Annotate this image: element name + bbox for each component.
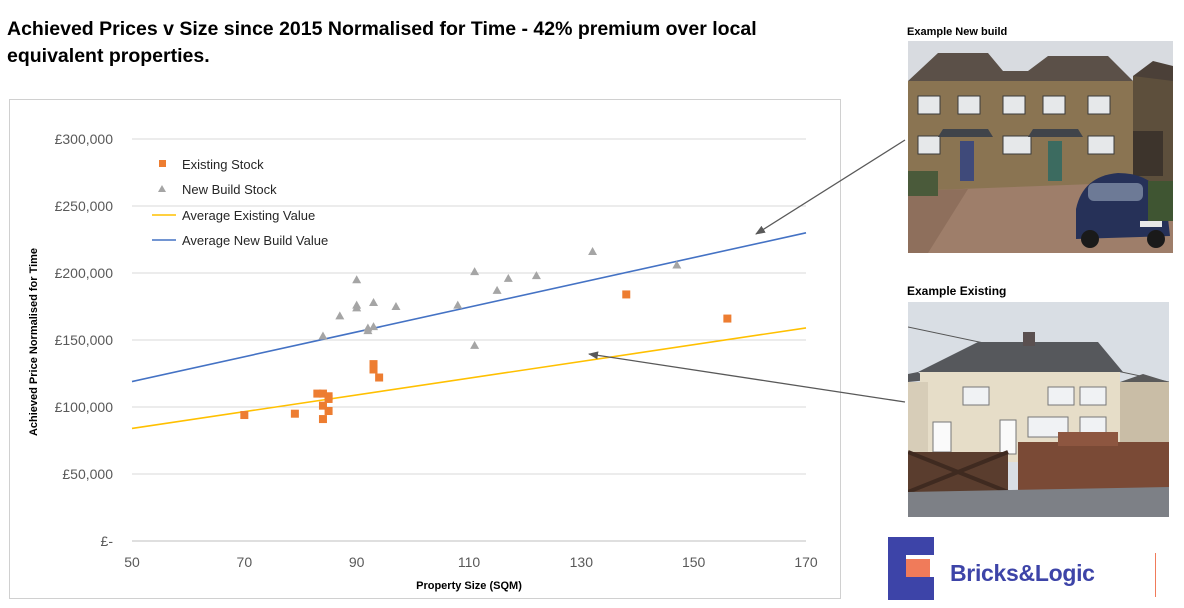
y-tick-label: £100,000 xyxy=(55,399,114,415)
newbuild-house-photo xyxy=(908,41,1173,253)
gridlines xyxy=(132,138,806,542)
new-build-point xyxy=(352,275,362,284)
existing-stock-point xyxy=(318,401,327,410)
scatter-chart: £- £50,000 £100,000 £150,000 £200,000 £250,00… xyxy=(28,131,818,592)
axes: £- £50,000 £100,000 £150,000 £200,000 £250,00… xyxy=(55,131,818,570)
page-headline: Achieved Prices v Size since 2015 Normal… xyxy=(7,18,757,67)
x-axis-title: Property Size (SQM) xyxy=(416,580,522,592)
new-build-point xyxy=(492,285,502,294)
y-axis-title: Achieved Price Normalised for Time xyxy=(28,248,40,436)
existing-stock-point xyxy=(723,314,732,323)
new-build-point xyxy=(503,273,513,282)
y-tick-label: £250,000 xyxy=(55,198,114,214)
chart-frame: £- £50,000 £100,000 £150,000 £200,000 £250,00… xyxy=(9,99,841,599)
existing-stock-point xyxy=(313,389,322,398)
y-tick-label: £300,000 xyxy=(55,131,114,147)
x-tick-label: 130 xyxy=(570,554,594,570)
new-build-point xyxy=(531,271,541,280)
x-tick-label: 70 xyxy=(237,554,253,570)
new-build-point xyxy=(672,260,682,269)
existing-house-photo xyxy=(908,302,1169,517)
existing-stock-point xyxy=(324,407,333,416)
new-build-point xyxy=(318,331,328,340)
legend-label: New Build Stock xyxy=(182,182,277,197)
logo-wordmark: Bricks&Logic xyxy=(950,560,1095,586)
existing-photo-caption: Example Existing xyxy=(907,284,1007,298)
y-tick-label: £50,000 xyxy=(62,466,113,482)
legend-label: Existing Stock xyxy=(182,157,264,172)
arrow-to-newbuild-line xyxy=(755,139,906,235)
x-tick-label: 170 xyxy=(794,554,818,570)
arrow-to-existing-line xyxy=(588,351,906,403)
new-build-point xyxy=(369,322,379,331)
existing-stock-point xyxy=(324,392,333,401)
x-tick-label: 110 xyxy=(458,554,481,570)
logo-divider xyxy=(1155,553,1156,597)
existing-stock-point xyxy=(290,409,299,418)
data-points xyxy=(240,247,732,424)
legend-swatch-existing xyxy=(159,160,166,167)
existing-stock-point xyxy=(375,373,384,382)
new-build-point xyxy=(470,267,480,276)
y-tick-label: £150,000 xyxy=(55,332,114,348)
bricks-logic-logo xyxy=(888,537,934,600)
new-build-point xyxy=(588,247,598,256)
trend-line xyxy=(131,232,807,383)
existing-stock-point xyxy=(369,360,378,369)
legend-swatch-newbuild xyxy=(158,185,166,192)
x-tick-label: 50 xyxy=(124,554,140,570)
new-build-point xyxy=(453,300,463,309)
legend-label: Average New Build Value xyxy=(182,233,328,248)
existing-stock-point xyxy=(369,365,378,374)
new-build-point xyxy=(369,297,379,306)
y-tick-label: £- xyxy=(101,533,114,549)
existing-stock-point xyxy=(622,290,631,299)
new-build-point xyxy=(352,303,362,312)
x-tick-label: 90 xyxy=(349,554,365,570)
existing-stock-point xyxy=(318,415,327,424)
new-build-point xyxy=(391,302,401,310)
new-build-point xyxy=(335,311,345,320)
new-build-point xyxy=(470,340,480,349)
existing-stock-point xyxy=(318,389,327,398)
chart-legend: Existing Stock New Build Stock Average Exi… xyxy=(152,157,328,248)
legend-label: Average Existing Value xyxy=(182,208,315,223)
y-tick-label: £200,000 xyxy=(55,265,114,281)
existing-stock-point xyxy=(240,411,249,420)
x-tick-label: 150 xyxy=(682,554,706,570)
newbuild-photo-caption: Example New build xyxy=(907,26,1008,38)
